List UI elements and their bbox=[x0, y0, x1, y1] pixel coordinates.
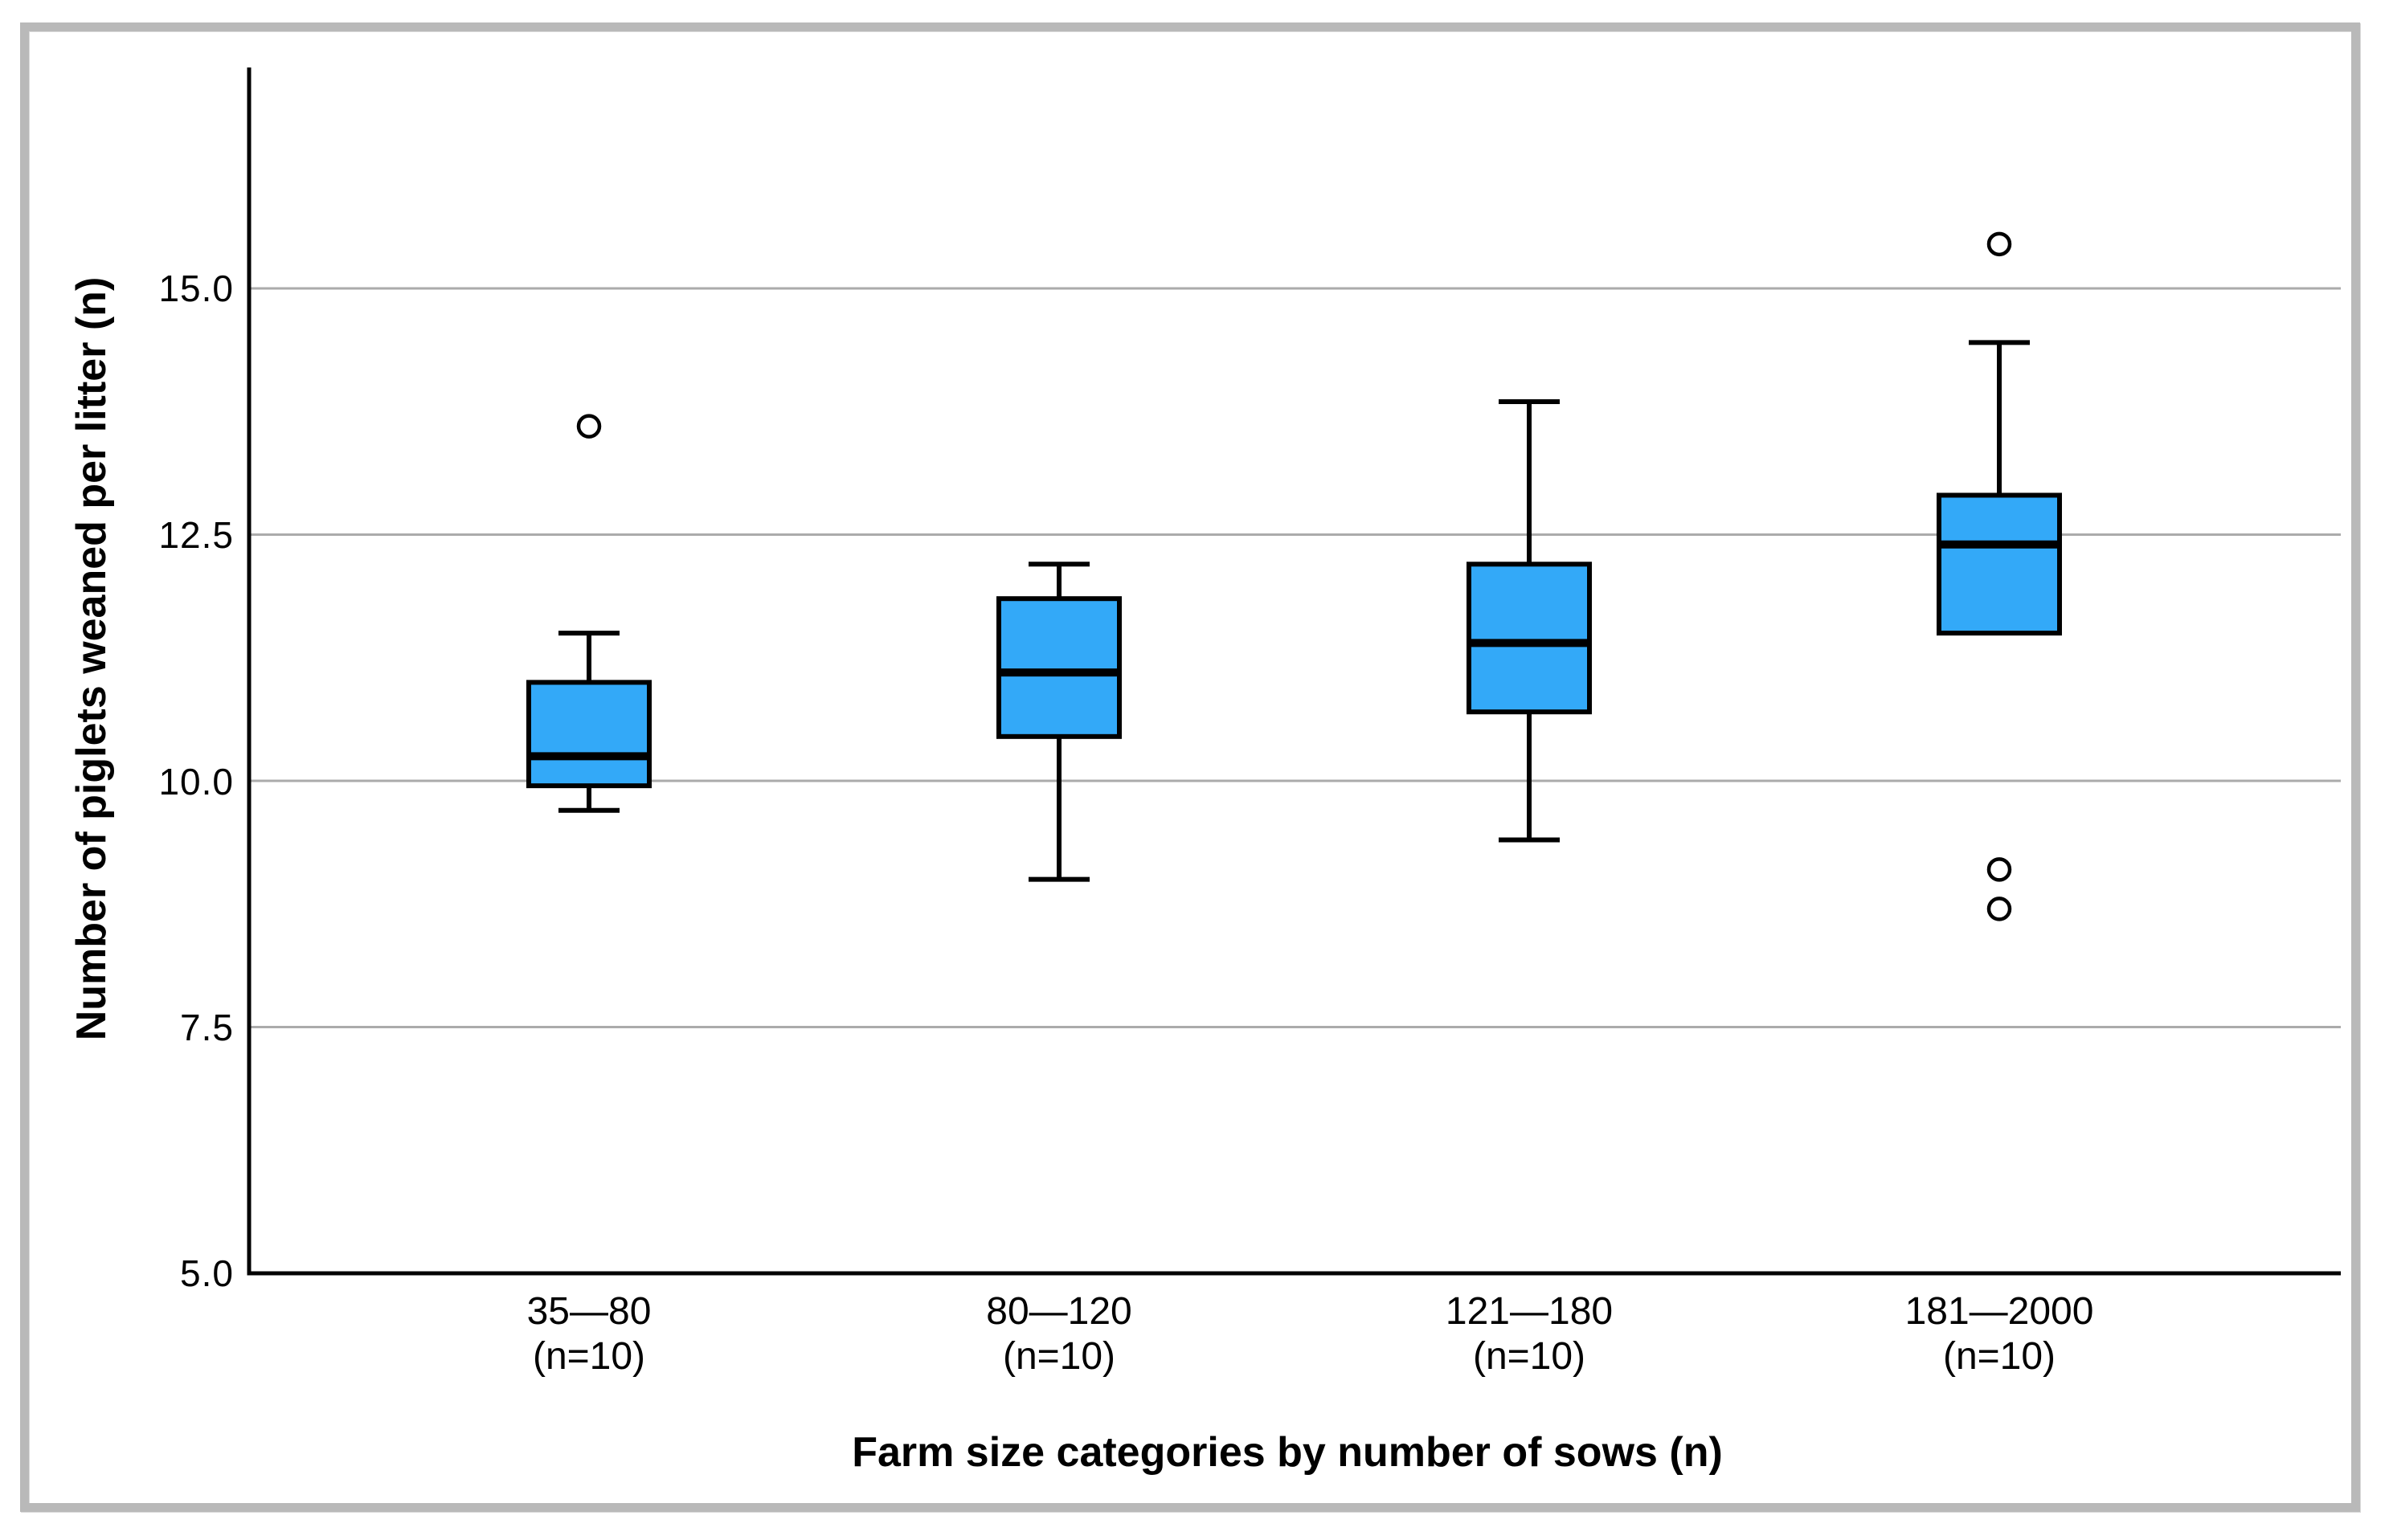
x-category-range: 35—80 bbox=[526, 1290, 652, 1333]
x-category-label: 181—2000 (n=10) bbox=[1798, 1289, 2200, 1379]
figure-border bbox=[20, 22, 2360, 1512]
outlier-point bbox=[1986, 897, 2012, 921]
x-category-label: 121—180 (n=10) bbox=[1328, 1289, 1730, 1379]
x-axis-title: Farm size categories by number of sows (… bbox=[852, 1429, 1723, 1476]
x-category-count: (n=10) bbox=[1942, 1335, 2056, 1378]
x-category-count: (n=10) bbox=[532, 1335, 646, 1378]
y-tick-label: 7.5 bbox=[180, 1007, 234, 1048]
x-category-range: 80—120 bbox=[986, 1290, 1132, 1333]
x-category-count: (n=10) bbox=[1002, 1335, 1116, 1378]
boxplot-box bbox=[526, 680, 652, 789]
y-tick-label: 15.0 bbox=[158, 268, 234, 309]
boxplot-box bbox=[1467, 562, 1592, 715]
outlier-point bbox=[576, 414, 602, 439]
y-tick-label: 5.0 bbox=[180, 1252, 234, 1294]
x-category-label: 80—120 (n=10) bbox=[858, 1289, 1260, 1379]
outlier-point bbox=[1986, 857, 2012, 882]
outlier-point bbox=[1986, 231, 2012, 257]
y-tick-label: 10.0 bbox=[158, 761, 234, 803]
boxplot-box bbox=[996, 596, 1122, 739]
y-axis-title: Number of piglets weaned per litter (n) bbox=[68, 276, 115, 1041]
x-category-range: 121—180 bbox=[1445, 1290, 1614, 1333]
y-tick-label: 12.5 bbox=[158, 514, 234, 556]
x-category-count: (n=10) bbox=[1472, 1335, 1586, 1378]
x-category-range: 181—2000 bbox=[1904, 1290, 2094, 1333]
boxplot-box bbox=[1937, 492, 2062, 636]
x-category-label: 35—80 (n=10) bbox=[388, 1289, 790, 1379]
